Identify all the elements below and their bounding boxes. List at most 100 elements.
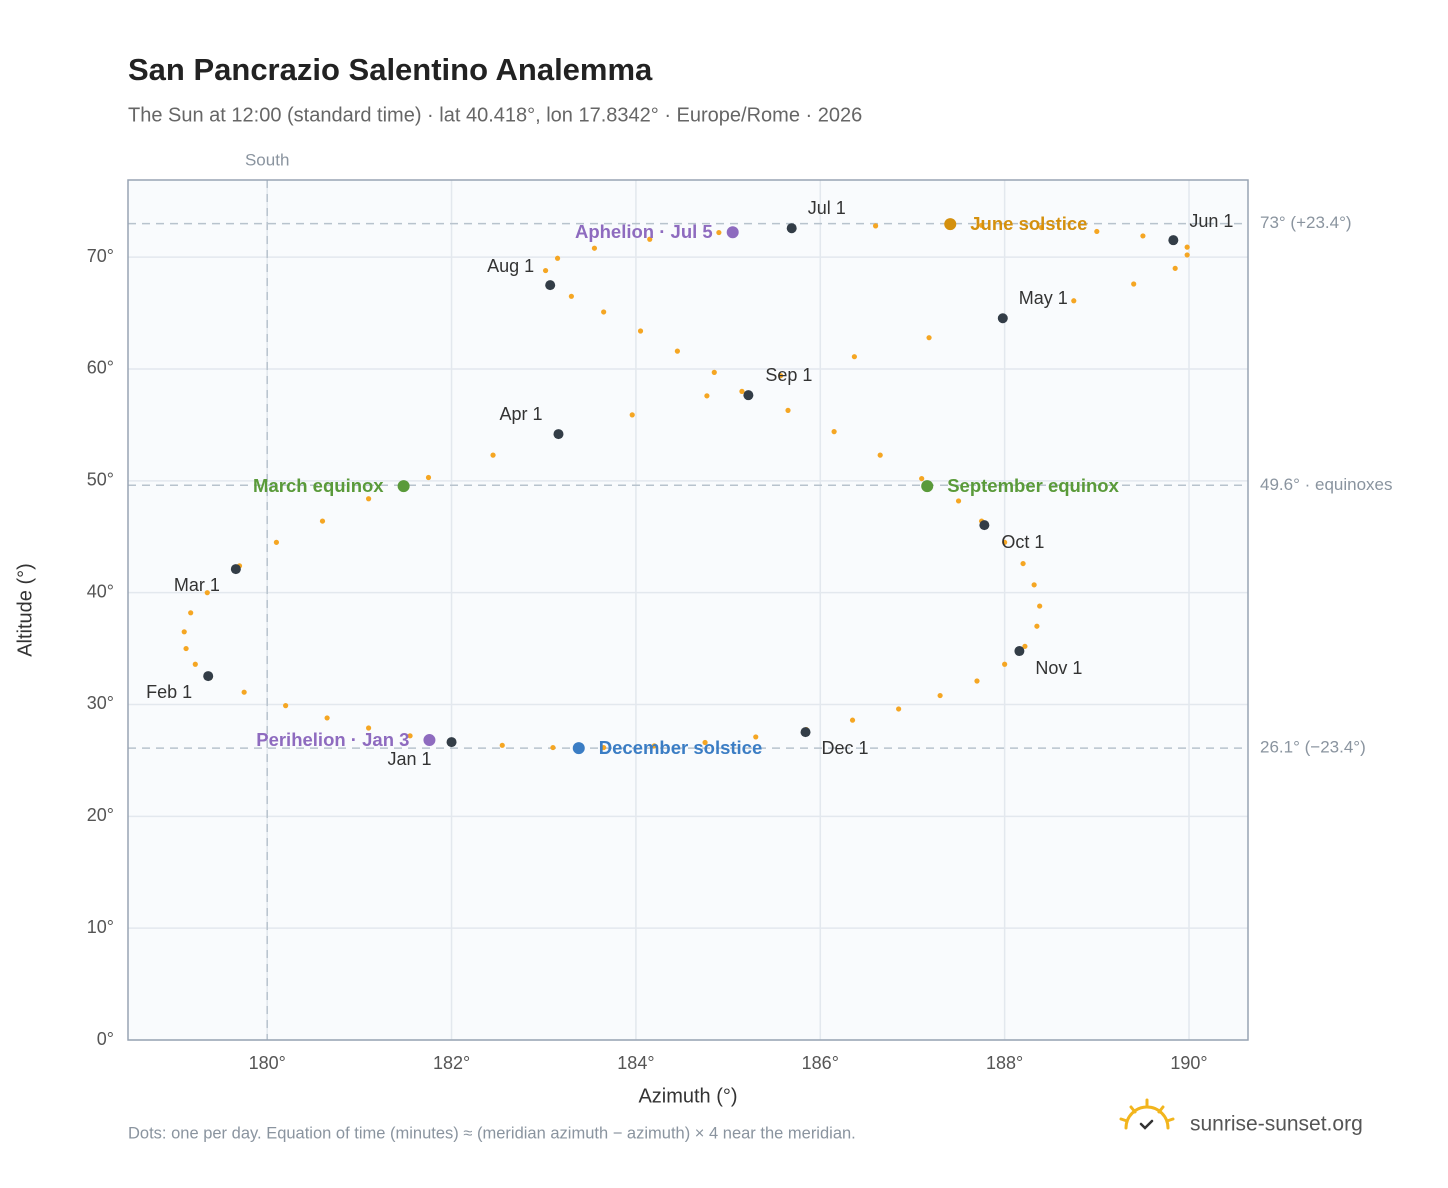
daily-dot xyxy=(831,429,837,435)
daily-dot xyxy=(1131,281,1137,287)
daily-dot xyxy=(753,734,759,740)
daily-dot xyxy=(919,475,925,482)
daily-dot xyxy=(568,293,574,299)
x-tick-label: 190° xyxy=(1170,1053,1207,1073)
event-marker xyxy=(944,218,957,231)
daily-dot xyxy=(1002,539,1008,545)
event-label: September equinox xyxy=(947,475,1119,496)
daily-dot xyxy=(1022,643,1028,649)
daily-dot xyxy=(1031,582,1037,588)
y-tick-label: 50° xyxy=(87,470,114,490)
reference-label: 73° (+23.4°) xyxy=(1260,213,1352,232)
daily-dot xyxy=(711,369,717,375)
x-tick-label: 180° xyxy=(249,1053,286,1073)
event-marker xyxy=(423,734,436,747)
daily-dot xyxy=(647,236,653,242)
month-label: Dec 1 xyxy=(822,738,869,758)
daily-dot xyxy=(601,309,607,315)
plot-area xyxy=(128,180,1248,1040)
month-marker xyxy=(743,390,754,401)
daily-dot xyxy=(1184,244,1190,250)
daily-dot xyxy=(241,689,247,695)
daily-dot xyxy=(849,717,856,723)
daily-dot xyxy=(591,245,598,251)
chart-subtitle: The Sun at 12:00 (standard time) · lat 4… xyxy=(128,104,862,126)
event-marker xyxy=(726,226,739,239)
y-tick-label: 0° xyxy=(97,1029,114,1049)
month-label: Nov 1 xyxy=(1035,658,1082,678)
daily-dot xyxy=(702,739,708,746)
event-label: March equinox xyxy=(253,475,384,496)
daily-dot xyxy=(601,744,607,751)
event-marker xyxy=(921,480,934,493)
event-label: December solstice xyxy=(599,737,763,758)
month-marker xyxy=(1014,646,1025,657)
daily-dot xyxy=(955,498,962,504)
daily-dot xyxy=(1037,603,1043,609)
daily-dot xyxy=(674,348,680,354)
month-label: Jun 1 xyxy=(1189,211,1233,231)
daily-dot xyxy=(978,222,985,228)
event-label: Perihelion · Jan 3 xyxy=(256,729,409,750)
month-label: Feb 1 xyxy=(146,682,192,702)
daily-dot xyxy=(204,590,210,596)
x-axis-label: Azimuth (°) xyxy=(638,1085,737,1107)
daily-dot xyxy=(319,518,326,524)
daily-dot xyxy=(365,725,372,731)
daily-dot xyxy=(407,733,413,739)
event-marker xyxy=(397,480,410,493)
daily-dot xyxy=(490,452,496,458)
y-tick-label: 30° xyxy=(87,693,114,713)
daily-dot xyxy=(188,610,194,616)
daily-dot xyxy=(1094,228,1100,235)
daily-dot xyxy=(926,335,932,341)
daily-dot xyxy=(851,354,857,360)
daily-dot xyxy=(1002,661,1008,667)
month-label: Mar 1 xyxy=(174,575,220,595)
x-tick-label: 186° xyxy=(802,1053,839,1073)
month-label: May 1 xyxy=(1019,288,1068,308)
daily-dot xyxy=(499,742,505,748)
daily-dot xyxy=(273,539,280,545)
y-tick-label: 60° xyxy=(87,358,114,378)
plot-frame xyxy=(127,179,1249,1041)
daily-dot xyxy=(183,645,189,652)
daily-dot xyxy=(542,267,549,274)
daily-dot xyxy=(554,255,561,261)
reference-label: South xyxy=(245,150,289,169)
month-marker xyxy=(446,737,457,748)
y-tick-label: 10° xyxy=(87,917,114,937)
month-label: Sep 1 xyxy=(765,365,812,385)
brand-icon xyxy=(1119,1098,1175,1130)
daily-dot xyxy=(974,678,980,684)
daily-dot xyxy=(739,388,745,394)
footnote: Dots: one per day. Equation of time (min… xyxy=(128,1124,856,1142)
month-label: Jul 1 xyxy=(808,198,846,218)
daily-dot xyxy=(785,407,791,413)
daily-dot xyxy=(1172,265,1178,271)
month-marker xyxy=(979,520,990,531)
event-marker xyxy=(572,742,585,755)
month-marker xyxy=(786,223,797,234)
daily-dot xyxy=(637,328,644,334)
daily-dot xyxy=(629,412,635,418)
month-marker xyxy=(545,280,556,291)
x-tick-label: 184° xyxy=(617,1053,654,1073)
reference-label: 49.6° · equinoxes xyxy=(1260,475,1393,494)
daily-dot xyxy=(872,223,879,229)
daily-dot xyxy=(877,452,883,458)
brand: sunrise-sunset.org xyxy=(1190,1113,1363,1136)
month-marker xyxy=(1168,235,1179,246)
month-marker xyxy=(553,429,564,440)
daily-dot xyxy=(192,661,198,667)
daily-dot xyxy=(1020,560,1026,567)
x-tick-label: 188° xyxy=(986,1053,1023,1073)
y-tick-label: 70° xyxy=(87,246,114,266)
month-marker xyxy=(230,564,241,575)
month-marker xyxy=(997,313,1008,324)
daily-dot xyxy=(778,373,784,379)
daily-dot xyxy=(1034,623,1040,629)
month-label: Apr 1 xyxy=(499,404,542,424)
daily-dot xyxy=(365,496,372,502)
